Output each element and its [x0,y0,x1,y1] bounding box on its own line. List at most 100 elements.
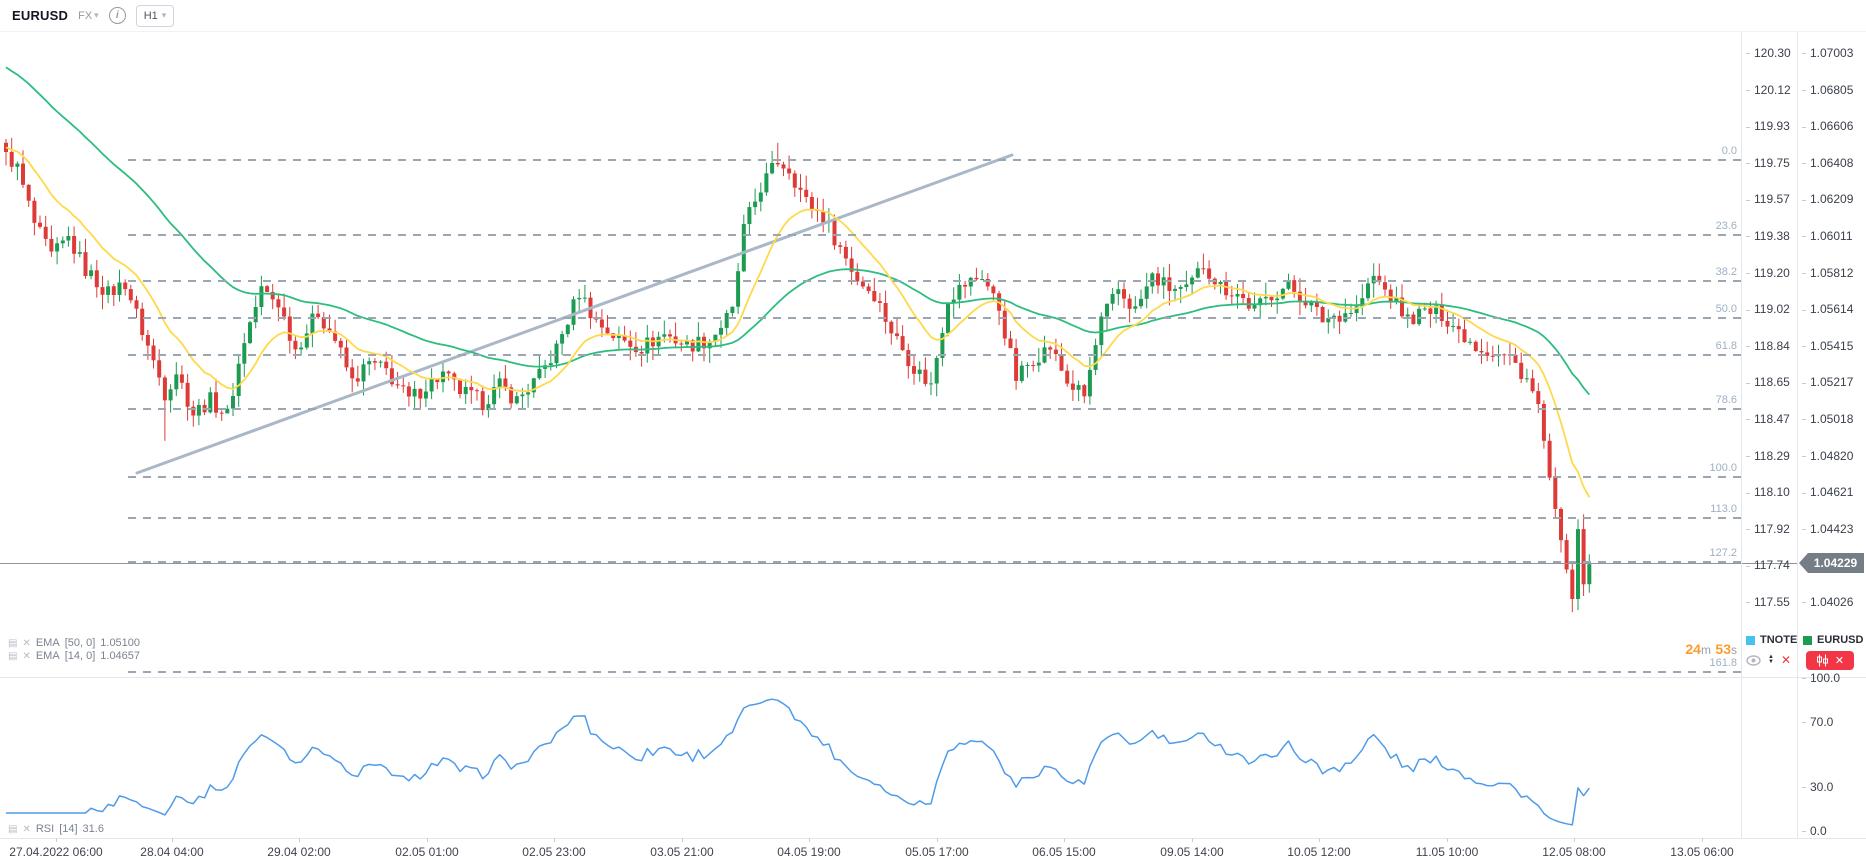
market-selector[interactable]: FX ▾ [78,10,99,22]
close-icon[interactable]: ✕ [22,823,31,835]
time-axis-label: 13.05 06:00 [1670,845,1734,859]
fib-level-line[interactable] [128,408,1741,410]
price-axis-label: 119.57 [1746,192,1790,206]
price-axis-label: 120.12 [1746,83,1791,97]
close-icon[interactable]: ✕ [22,637,31,649]
arrow-up-icon: ▲ [1768,654,1774,660]
pane-separator[interactable] [0,677,1866,678]
price-axis-label: 118.29 [1746,449,1790,463]
fib-level-label: 61.8 [1715,340,1737,352]
tnote-controls: ▲ ▼ ✕ [1746,653,1791,667]
eurusd-series-badge[interactable]: ✕ [1806,651,1854,670]
legend-settings-icon[interactable]: ▤ [8,650,18,662]
axis-tick [1802,346,1806,348]
countdown-min-unit: m [1700,643,1711,657]
move-pane-icon[interactable]: ▲ ▼ [1768,654,1774,665]
legend-settings-icon[interactable]: ▤ [8,823,18,835]
axis-tick [1746,272,1750,274]
fib-level-line[interactable] [128,476,1741,478]
legend-tnote: TNOTE [1746,634,1797,646]
axis-tick [1746,382,1750,384]
axis-tick [1802,678,1806,680]
countdown-minutes: 24 [1685,641,1701,657]
fib-level-label: 161.8 [1709,657,1737,669]
price-axis-label: 117.74 [1746,558,1790,572]
arrow-down-icon: ▼ [1768,659,1774,665]
fib-level-line[interactable] [128,234,1741,236]
axis-tick [1802,272,1806,274]
axis-tick [1746,89,1750,91]
remove-tnote-icon[interactable]: ✕ [1780,653,1792,667]
fib-level-label: 50.0 [1715,303,1737,315]
chart-toolbar: EURUSD FX ▾ i H1 ▾ [0,0,1866,32]
chevron-down-icon: ▾ [161,10,167,20]
fib-level-line[interactable] [128,159,1741,161]
axis-tick [1746,565,1750,567]
timeframe-dropdown[interactable]: H1 ▾ [135,4,175,27]
time-axis-label: 02.05 23:00 [522,845,586,859]
price-axis-label: 1.06209 [1802,192,1853,206]
price-axis-label: 1.05217 [1802,375,1853,389]
price-axis-label: 119.38 [1746,229,1790,243]
rsi-pane-canvas[interactable] [0,677,1741,838]
axis-tick [1746,199,1750,201]
fib-level-line[interactable] [128,317,1741,319]
price-axis-label: 120.30 [1746,46,1791,60]
fib-level-line[interactable] [128,517,1741,519]
legend-settings-icon[interactable]: ▤ [8,637,18,649]
fib-level-line[interactable] [128,280,1741,282]
axis-tick [1802,126,1806,128]
remove-eurusd-icon: ✕ [1834,655,1845,667]
axis-tick [1802,199,1806,201]
time-axis-tick [1574,838,1575,842]
rsi-params: [14] [59,823,78,835]
axis-tick [1746,419,1750,421]
axis-tick [1746,126,1750,128]
fib-level-line[interactable] [128,671,1741,673]
price-axis-label: 118.47 [1746,412,1790,426]
close-icon[interactable]: ✕ [22,650,31,662]
ema50-value: 1.05100 [100,637,141,649]
fib-level-label: 100.0 [1709,462,1737,474]
axis-tick [1802,787,1806,789]
time-axis-label: 03.05 21:00 [650,845,714,859]
legend-eurusd: EURUSD [1803,634,1863,646]
fib-level-line[interactable] [128,354,1741,356]
legend-rsi: ▤ ✕ RSI [14] 31.6 [8,823,104,835]
axis-tick [1746,309,1750,311]
market-label: FX [78,9,93,22]
price-axis-label: 1.04820 [1802,449,1853,463]
eurusd-series-icon [1803,635,1812,645]
eye-icon[interactable] [1746,654,1761,666]
price-axis-label: 1.04621 [1802,485,1853,499]
axis-tick [1746,163,1750,165]
price-axis-label: 1.04423 [1802,522,1853,536]
axis-tick [1802,455,1806,457]
eurusd-label: EURUSD [1817,634,1864,646]
time-axis-label: 28.04 04:00 [140,845,204,859]
legend-ema-14: ▤ ✕ EMA [14, 0] 1.04657 [8,650,140,662]
time-axis-border [0,838,1866,839]
time-axis-tick [56,838,57,842]
price-axis-label: 1.05812 [1802,266,1853,280]
axis-tick [1802,309,1806,311]
time-axis-tick [1447,838,1448,842]
time-axis-label: 11.05 10:00 [1415,845,1479,859]
time-axis-label: 05.05 17:00 [905,845,969,859]
price-axis-label: 119.93 [1746,119,1790,133]
time-axis-label: 27.04.2022 06:00 [9,845,103,859]
current-price-tag: 1.04229 [1799,553,1864,573]
price-axis-label: 118.65 [1746,375,1790,389]
price-scale-border-tnote [1741,32,1742,838]
time-axis-tick [1319,838,1320,842]
current-price-line [0,563,1797,564]
fib-level-line[interactable] [128,561,1741,563]
info-icon[interactable]: i [108,7,126,24]
price-axis-label: 1.06408 [1802,156,1853,170]
axis-tick [1746,602,1750,604]
axis-tick [1746,236,1750,238]
price-axis-label: 119.02 [1746,302,1790,316]
countdown-sec-unit: s [1731,643,1737,657]
price-axis-label: 1.06606 [1802,119,1853,133]
